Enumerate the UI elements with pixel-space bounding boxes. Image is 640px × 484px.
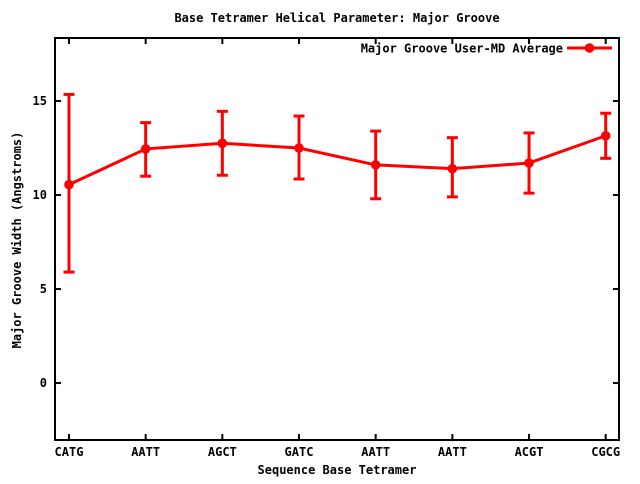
data-point: [217, 138, 228, 149]
x-axis-label: Sequence Base Tetramer: [258, 463, 417, 477]
legend-point-sample: [584, 43, 595, 53]
chart-title: Base Tetramer Helical Parameter: Major G…: [174, 11, 499, 25]
legend-label: Major Groove User-MD Average: [361, 42, 563, 56]
x-tick-label: CATG: [55, 445, 84, 459]
data-point: [294, 143, 304, 153]
x-tick-label: GATC: [285, 445, 314, 459]
data-point: [370, 160, 381, 170]
x-tick-label: AATT: [438, 445, 467, 459]
data-point: [600, 130, 611, 141]
x-tick-label: AATT: [131, 445, 160, 459]
x-tick-label: AGCT: [208, 445, 237, 459]
plot-area: CATG AATT AGCT GATC AATT AATT ACGT CGCG 0 5 10 15: [33, 37, 620, 459]
data-point: [447, 163, 458, 174]
x-tick-label: CGCG: [591, 445, 620, 459]
y-tick-label: 5: [40, 282, 47, 296]
y-axis-label: Major Groove Width (Angstroms): [10, 132, 24, 349]
plot-border: [54, 37, 620, 441]
data-point: [64, 179, 74, 190]
data-line: [68, 134, 607, 187]
data-point: [140, 144, 151, 154]
x-tick-label: AATT: [361, 445, 390, 459]
data-point: [524, 158, 534, 168]
y-tick-label: 0: [40, 376, 47, 390]
y-tick-label: 10: [33, 188, 47, 202]
y-tick-label: 15: [33, 94, 47, 108]
x-tick-label: ACGT: [515, 445, 544, 459]
